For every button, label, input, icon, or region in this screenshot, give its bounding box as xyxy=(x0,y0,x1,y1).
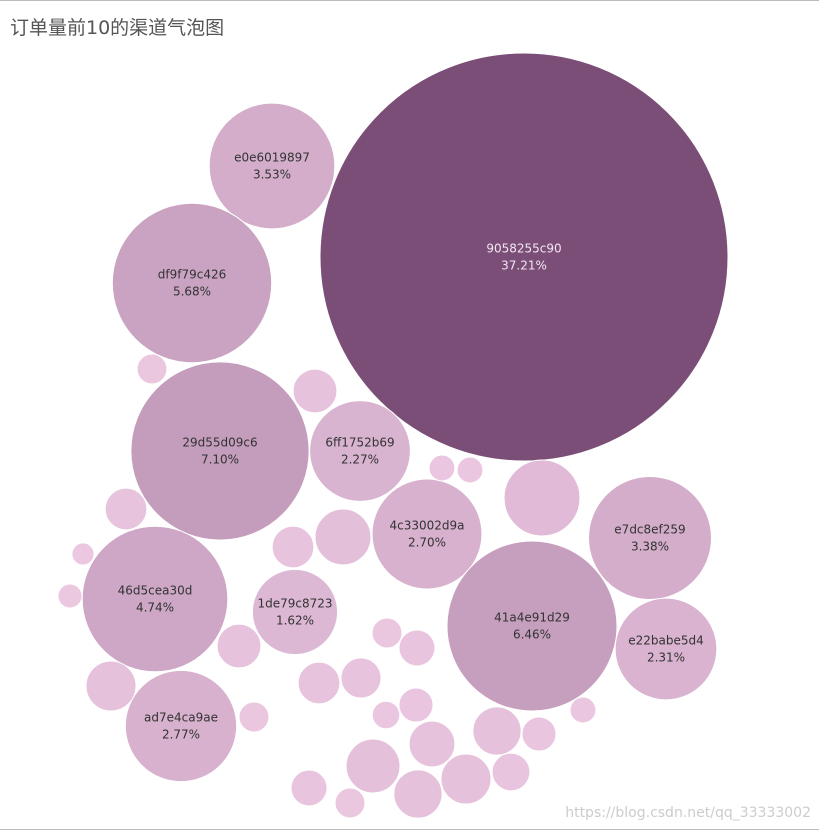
bubble xyxy=(428,454,456,482)
bubble-value: 2.31% xyxy=(647,651,685,665)
bubble-label: 4c33002d9a xyxy=(389,519,464,533)
bubble xyxy=(57,583,83,609)
bubble xyxy=(398,687,434,723)
bubble xyxy=(81,525,229,673)
bubble-value: 2.77% xyxy=(162,728,200,742)
bubble-label: e0e6019897 xyxy=(234,151,310,165)
bubble xyxy=(569,696,597,724)
bubble xyxy=(71,542,95,566)
bubble-value: 3.53% xyxy=(253,168,291,182)
bubble xyxy=(440,753,492,805)
bubble-label: 6ff1752b69 xyxy=(325,436,394,450)
chart-title: 订单量前10的渠道气泡图 xyxy=(10,17,225,39)
bubble-value: 5.68% xyxy=(173,285,211,299)
bubble-label: df9f79c426 xyxy=(158,268,226,282)
bubble-value: 37.21% xyxy=(501,259,547,273)
bubble-value: 4.74% xyxy=(136,601,174,615)
bubble xyxy=(85,660,137,712)
bubble xyxy=(614,597,718,701)
bubble xyxy=(136,353,168,385)
bubble xyxy=(297,661,341,705)
bubble xyxy=(345,738,401,794)
bubble-value: 3.38% xyxy=(631,540,669,554)
bubble-label: 41a4e91d29 xyxy=(494,611,570,625)
bubble-label: 46d5cea30d xyxy=(118,584,193,598)
bubble-label: 29d55d09c6 xyxy=(182,436,257,450)
bubble-value: 2.70% xyxy=(408,536,446,550)
bubble xyxy=(398,629,436,667)
bubble xyxy=(104,487,148,531)
bubble xyxy=(290,769,328,807)
bubble xyxy=(472,706,522,756)
bubble-label: e22babe5d4 xyxy=(628,634,704,648)
bubble xyxy=(456,456,484,484)
bubble xyxy=(271,525,315,569)
bubble xyxy=(208,102,336,230)
bubble xyxy=(292,368,338,414)
bubble xyxy=(340,657,382,699)
bubble xyxy=(251,568,339,656)
bubble-label: 9058255c90 xyxy=(486,242,561,256)
watermark: https://blog.csdn.net/qq_33333002 xyxy=(565,805,811,821)
bubble xyxy=(314,508,372,566)
bubble-value: 6.46% xyxy=(513,628,551,642)
bubble xyxy=(393,769,443,819)
bubble-value: 2.27% xyxy=(341,453,379,467)
bubble-value: 7.10% xyxy=(201,453,239,467)
bubble xyxy=(371,478,483,590)
bubble xyxy=(588,476,712,600)
bubble xyxy=(319,52,729,462)
bubble xyxy=(521,716,557,752)
bubble xyxy=(130,361,310,541)
bubble xyxy=(491,752,531,792)
bubble xyxy=(371,617,403,649)
bubble xyxy=(238,701,270,733)
bubble-label: 1de79c8723 xyxy=(257,597,332,611)
bubble xyxy=(408,720,456,768)
bubble xyxy=(503,459,581,537)
bubble xyxy=(309,400,411,502)
bubble xyxy=(371,700,401,730)
bubble-label: ad7e4ca9ae xyxy=(144,711,218,725)
bubble xyxy=(124,669,238,783)
bubble xyxy=(334,787,366,819)
bubble xyxy=(111,202,273,364)
bubble-value: 1.62% xyxy=(276,614,314,628)
bubble xyxy=(216,623,262,669)
bubble-label: e7dc8ef259 xyxy=(614,523,685,537)
bubble xyxy=(446,540,618,712)
